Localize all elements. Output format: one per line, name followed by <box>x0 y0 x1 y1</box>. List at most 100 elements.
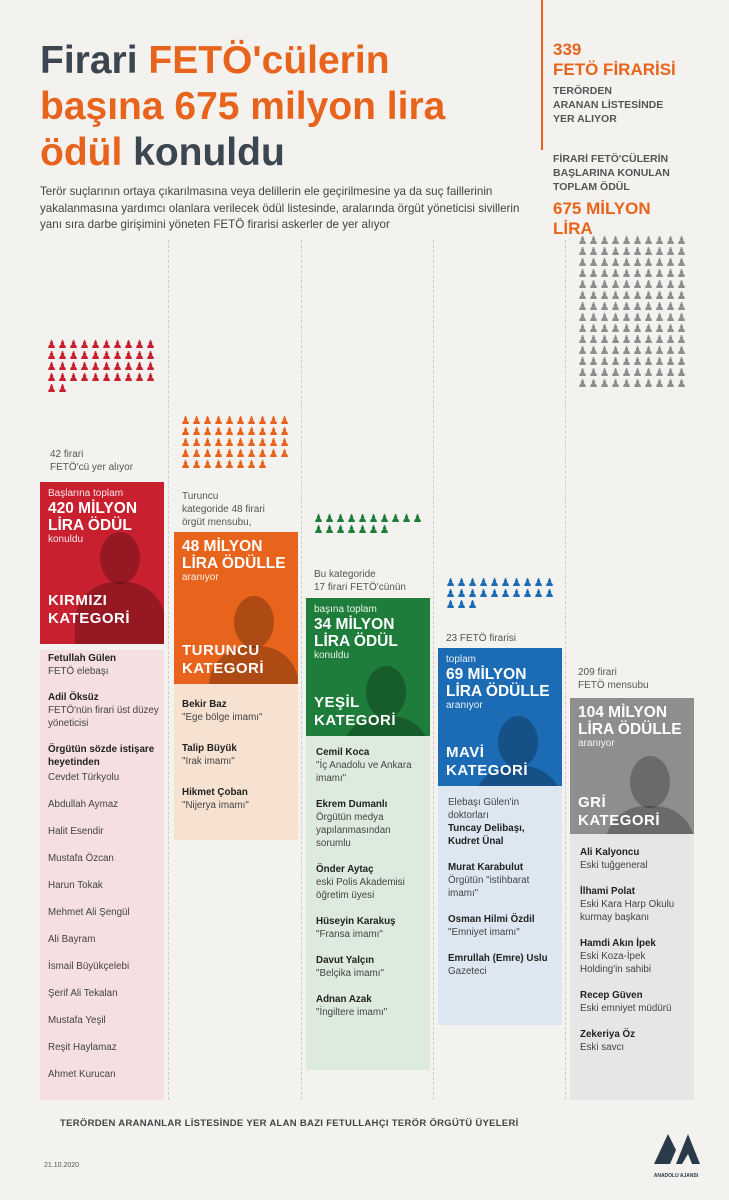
orange-person-icons: ♟ ♟ ♟ ♟ ♟ ♟ ♟ ♟ ♟ ♟ ♟ ♟ ♟ ♟ ♟ ♟ ♟ ♟ ♟ ♟ ♟ ♟ ♟ ♟ ♟ ♟ ♟ ♟ ♟ ♟ ♟ ♟ ♟ ♟ ♟ ♟ ♟ ♟ ♟ ♟… <box>180 416 290 471</box>
person-icon: ♟ <box>112 350 123 362</box>
person-icon: ♟ <box>224 459 235 471</box>
person-icon: ♟ <box>79 339 90 351</box>
gray-member-list: Ali Kalyoncu Eski tuğgeneral İlhami Polat… <box>580 847 675 1053</box>
person-icon: ♟ <box>101 350 112 362</box>
person-icon: ♟ <box>57 361 68 373</box>
gray-intro: 209 firari FETÖ mensubu <box>578 667 649 691</box>
person-icon: ♟ <box>632 312 643 324</box>
person-icon: ♟ <box>599 334 610 346</box>
person-icon: ♟ <box>511 577 522 589</box>
person-icon: ♟ <box>632 301 643 313</box>
person-icon: ♟ <box>90 361 101 373</box>
person-icon: ♟ <box>676 367 687 379</box>
person-icon: ♟ <box>676 378 687 390</box>
person-icon: ♟ <box>599 301 610 313</box>
person-icon: ♟ <box>90 372 101 384</box>
person-icon: ♟ <box>368 513 379 525</box>
stat-text: FİRARİ FETÖ'CÜLERİN <box>553 153 669 165</box>
person-icon: ♟ <box>599 323 610 335</box>
person-icon: ♟ <box>467 588 478 600</box>
person-icon: ♟ <box>246 448 257 460</box>
person-icon: ♟ <box>665 345 676 357</box>
person-icon: ♟ <box>599 268 610 280</box>
category-label: TURUNCU KATEGORİ <box>182 642 265 677</box>
person-icon: ♟ <box>588 235 599 247</box>
person-icon: ♟ <box>632 323 643 335</box>
person-icon: ♟ <box>588 367 599 379</box>
person-icon: ♟ <box>621 345 632 357</box>
category-label: YEŞİL KATEGORİ <box>314 694 397 729</box>
person-icon: ♟ <box>676 246 687 258</box>
person-icon: ♟ <box>577 367 588 379</box>
subtitle: Terör suçlarının ortaya çıkarılmasına ve… <box>40 185 520 231</box>
list-item: Halit Esendir <box>48 826 104 837</box>
blue-category-card: toplam 69 MİLYON LİRA ÖDÜLLE aranıyor MA… <box>438 648 562 786</box>
person-icon: ♟ <box>268 426 279 438</box>
person-icon: ♟ <box>621 257 632 269</box>
person-icon: ♟ <box>279 448 290 460</box>
person-icon: ♟ <box>235 415 246 427</box>
person-icon: ♟ <box>213 426 224 438</box>
person-icon: ♟ <box>610 334 621 346</box>
person-icon: ♟ <box>643 367 654 379</box>
person-icon: ♟ <box>577 323 588 335</box>
person-icon: ♟ <box>599 279 610 291</box>
person-icon: ♟ <box>522 588 533 600</box>
person-icon: ♟ <box>588 301 599 313</box>
person-icon: ♟ <box>246 459 257 471</box>
stat-text: TOPLAM ÖDÜL <box>553 181 630 193</box>
person-icon: ♟ <box>577 301 588 313</box>
person-icon: ♟ <box>213 459 224 471</box>
person-icon: ♟ <box>643 246 654 258</box>
person-icon: ♟ <box>500 577 511 589</box>
person-icon: ♟ <box>577 312 588 324</box>
person-icon: ♟ <box>621 290 632 302</box>
list-item: Ali Bayram <box>48 934 96 945</box>
person-icon: ♟ <box>79 361 90 373</box>
person-icon: ♟ <box>632 268 643 280</box>
person-icon: ♟ <box>202 415 213 427</box>
person-icon: ♟ <box>191 415 202 427</box>
person-icon: ♟ <box>224 415 235 427</box>
person-icon: ♟ <box>68 350 79 362</box>
stat-text: TERÖRDEN <box>553 85 612 97</box>
person-icon: ♟ <box>599 312 610 324</box>
person-icon: ♟ <box>379 513 390 525</box>
person-icon: ♟ <box>123 350 134 362</box>
green-category-card: başına toplam 34 MİLYON LİRA ÖDÜL konuld… <box>306 598 430 736</box>
date: 21.10.2020 <box>44 1162 80 1169</box>
person-icon: ♟ <box>145 372 156 384</box>
person-icon: ♟ <box>676 356 687 368</box>
red-column-bg <box>40 650 164 1100</box>
person-icon: ♟ <box>643 301 654 313</box>
person-icon: ♟ <box>654 356 665 368</box>
blue-intro: 23 FETÖ firarisi <box>446 633 517 644</box>
person-icon: ♟ <box>577 279 588 291</box>
person-icon: ♟ <box>621 367 632 379</box>
person-icon: ♟ <box>456 599 467 611</box>
person-icon: ♟ <box>112 372 123 384</box>
footer-caption: TERÖRDEN ARANANLAR LİSTESİNDE YER ALAN B… <box>60 1118 519 1129</box>
person-icon: ♟ <box>213 448 224 460</box>
person-icon: ♟ <box>643 312 654 324</box>
person-icon: ♟ <box>632 235 643 247</box>
person-icon: ♟ <box>588 279 599 291</box>
person-icon: ♟ <box>544 588 555 600</box>
accent-line <box>541 0 543 150</box>
person-icon: ♟ <box>511 588 522 600</box>
person-icon: ♟ <box>224 426 235 438</box>
person-icon: ♟ <box>676 323 687 335</box>
person-icon: ♟ <box>654 334 665 346</box>
person-icon: ♟ <box>101 372 112 384</box>
person-icon: ♟ <box>599 290 610 302</box>
list-item: İsmail Büyükçelebi <box>48 961 130 972</box>
person-icon: ♟ <box>599 367 610 379</box>
person-icon: ♟ <box>621 378 632 390</box>
person-icon: ♟ <box>202 426 213 438</box>
person-icon: ♟ <box>46 339 57 351</box>
logo-text: ANADOLU AJANSI <box>653 1173 699 1179</box>
orange-category-card: 48 MİLYON LİRA ÖDÜLLE aranıyor TURUNCU KA… <box>174 532 298 684</box>
logo-mark-icon <box>654 1134 700 1164</box>
person-icon: ♟ <box>246 415 257 427</box>
person-icon: ♟ <box>665 301 676 313</box>
